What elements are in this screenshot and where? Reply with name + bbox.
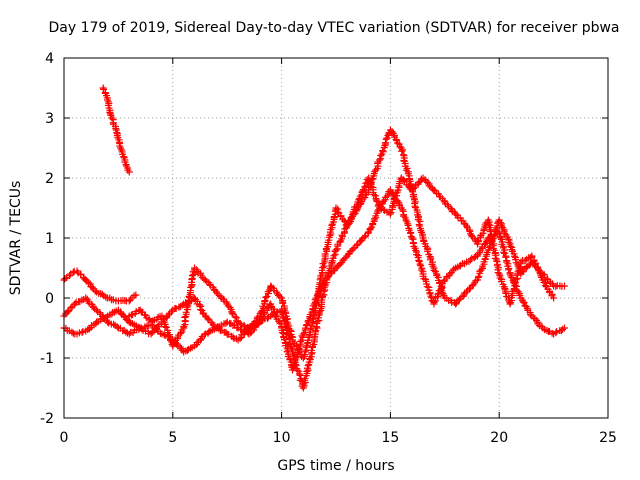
data-point	[418, 229, 425, 236]
x-tick-label: 20	[490, 430, 508, 446]
y-tick-label: 4	[45, 51, 54, 67]
x-axis-label: GPS time / hours	[277, 458, 394, 474]
y-tick-label: -2	[40, 411, 54, 427]
y-tick-label: 1	[45, 231, 54, 247]
x-tick-label: 10	[273, 430, 291, 446]
y-tick-label: 0	[45, 291, 54, 307]
series-track-5	[126, 175, 557, 362]
series-track-3	[61, 127, 568, 392]
series-track-1	[100, 85, 133, 176]
data-point	[181, 314, 188, 321]
y-axis-label: SDTVAR / TECUs	[8, 181, 24, 296]
data-point	[409, 235, 416, 242]
y-tick-label: 3	[45, 111, 54, 127]
series-track-2	[61, 268, 140, 305]
x-tick-label: 25	[599, 430, 617, 446]
data-point	[503, 259, 510, 266]
y-tick-label: -1	[40, 351, 54, 367]
chart-title: Day 179 of 2019, Sidereal Day-to-day VTE…	[48, 20, 619, 36]
data-point	[418, 267, 425, 274]
y-tick-label: 2	[45, 171, 54, 187]
x-tick-label: 0	[60, 430, 69, 446]
grid	[64, 58, 608, 418]
chart: 0 5 10 15 20 25 -2 -1 0 1 2 3 4 Day 179 of 2019, Sid…	[0, 0, 640, 480]
x-tick-label: 5	[168, 430, 177, 446]
x-tick-label: 15	[381, 430, 399, 446]
